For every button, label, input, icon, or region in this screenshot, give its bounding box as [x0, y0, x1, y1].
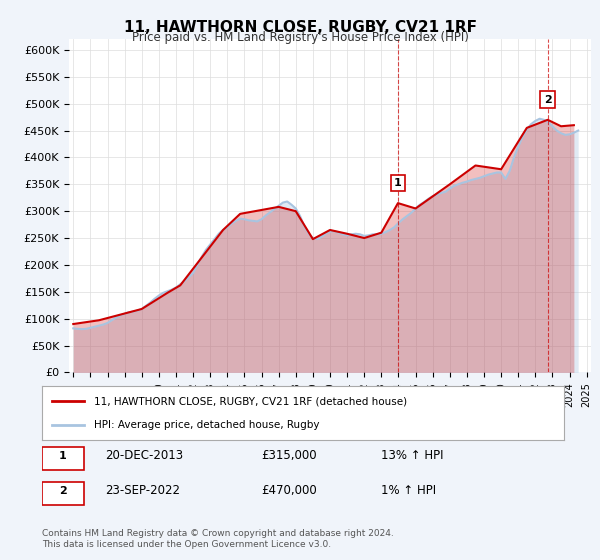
- Text: 1% ↑ HPI: 1% ↑ HPI: [382, 484, 436, 497]
- Text: £470,000: £470,000: [261, 484, 317, 497]
- Text: 1: 1: [59, 451, 67, 461]
- Text: 2: 2: [59, 486, 67, 496]
- Text: 1: 1: [394, 178, 402, 188]
- FancyBboxPatch shape: [42, 447, 84, 470]
- Text: 11, HAWTHORN CLOSE, RUGBY, CV21 1RF: 11, HAWTHORN CLOSE, RUGBY, CV21 1RF: [124, 20, 476, 35]
- Text: Contains HM Land Registry data © Crown copyright and database right 2024.
This d: Contains HM Land Registry data © Crown c…: [42, 529, 394, 549]
- Text: HPI: Average price, detached house, Rugby: HPI: Average price, detached house, Rugb…: [94, 419, 320, 430]
- Text: 11, HAWTHORN CLOSE, RUGBY, CV21 1RF (detached house): 11, HAWTHORN CLOSE, RUGBY, CV21 1RF (det…: [94, 396, 407, 407]
- Text: £315,000: £315,000: [261, 449, 317, 463]
- Text: 23-SEP-2022: 23-SEP-2022: [104, 484, 179, 497]
- Text: 2: 2: [544, 95, 551, 105]
- FancyBboxPatch shape: [42, 482, 84, 505]
- Text: 13% ↑ HPI: 13% ↑ HPI: [382, 449, 444, 463]
- Text: 20-DEC-2013: 20-DEC-2013: [104, 449, 183, 463]
- Text: Price paid vs. HM Land Registry's House Price Index (HPI): Price paid vs. HM Land Registry's House …: [131, 31, 469, 44]
